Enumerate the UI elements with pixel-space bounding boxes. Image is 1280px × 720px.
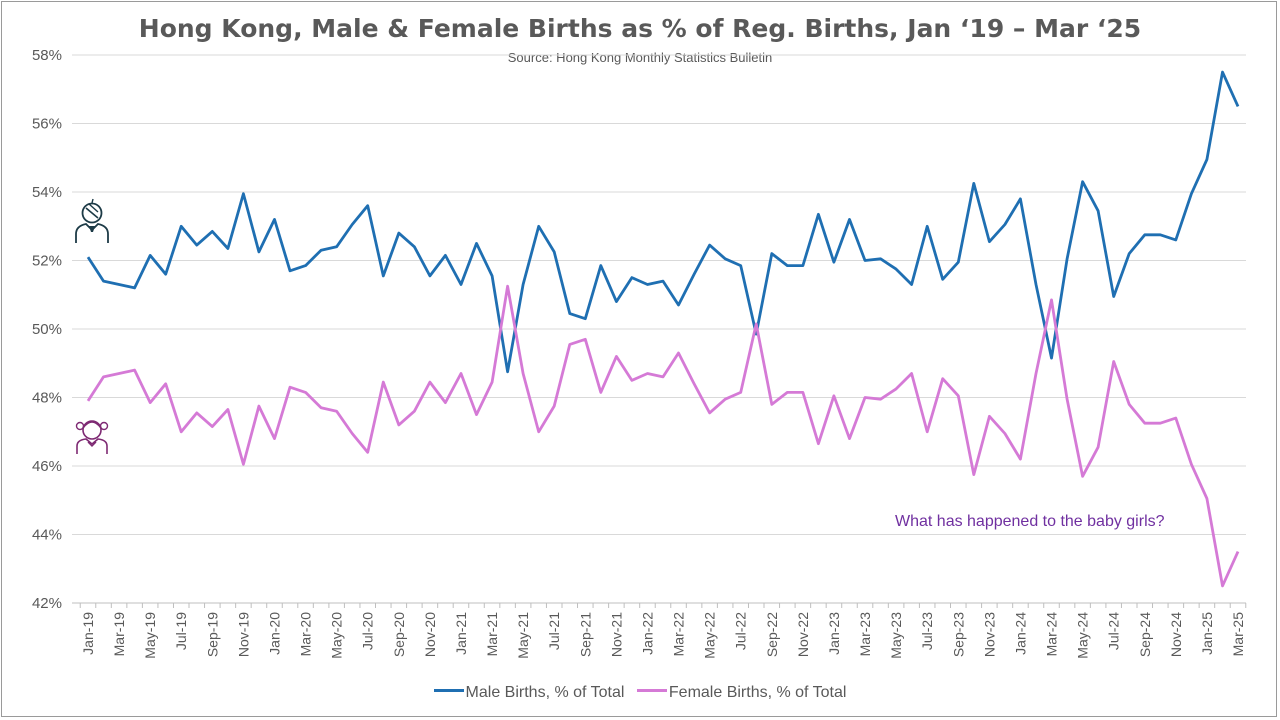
y-tick-label: 58% xyxy=(32,47,62,64)
x-tick-label: Sep-20 xyxy=(391,612,407,657)
legend-label-male: Male Births, % of Total xyxy=(465,684,625,701)
boy-face-icon xyxy=(75,198,109,243)
y-tick-label: 52% xyxy=(32,253,62,270)
x-tick-label: Nov-20 xyxy=(422,612,438,657)
x-tick-label: Mar-25 xyxy=(1230,612,1246,657)
x-tick-label: Sep-19 xyxy=(204,612,220,657)
x-tick-label: Mar-23 xyxy=(857,612,873,657)
y-tick-label: 48% xyxy=(32,390,62,407)
x-tick-label: Nov-19 xyxy=(235,612,251,657)
x-tick-label: Nov-23 xyxy=(981,612,997,657)
x-tick-label: Jul-22 xyxy=(733,612,749,650)
x-tick-label: Jan-23 xyxy=(826,612,842,655)
x-tick-label: Jan-24 xyxy=(1012,612,1028,655)
x-tick-label: Jan-20 xyxy=(266,612,282,655)
x-tick-label: Jul-20 xyxy=(360,612,376,650)
x-tick-label: Nov-21 xyxy=(608,612,624,657)
series-lines xyxy=(86,70,1240,588)
y-tick-label: 42% xyxy=(32,595,62,612)
male-births-line xyxy=(86,70,1240,374)
legend-item-male[interactable]: Male Births, % of Total xyxy=(433,684,625,702)
legend: Male Births, % of Total Female Births, %… xyxy=(0,684,1280,702)
x-tick-label: May-24 xyxy=(1075,612,1091,659)
y-tick-label: 44% xyxy=(32,527,62,544)
female-births-line xyxy=(86,284,1240,588)
axes: 42% 44% 46% 48% 50% 52% 54% 56% 58% Jan-19 Mar-19 M… xyxy=(32,47,1247,659)
x-tick-label: Jul-23 xyxy=(919,612,935,650)
y-tick-label: 46% xyxy=(32,458,62,475)
x-tick-label: Jan-25 xyxy=(1199,612,1215,655)
girl-face-icon xyxy=(75,420,109,454)
x-tick-label: Mar-20 xyxy=(298,612,314,657)
annotation-baby-girls: What has happened to the baby girls? xyxy=(895,513,1165,530)
x-tick-label: Jul-21 xyxy=(546,612,562,650)
x-tick-label: Nov-24 xyxy=(1168,612,1184,657)
x-tick-label: Sep-24 xyxy=(1137,612,1153,657)
chart-subtitle: Source: Hong Kong Monthly Statistics Bul… xyxy=(507,50,773,65)
x-tick-label: Nov-22 xyxy=(795,612,811,657)
chart-title: Hong Kong, Male & Female Births as % of … xyxy=(138,14,1142,43)
x-tick-label: Mar-19 xyxy=(111,612,127,657)
x-tick-label: Jan-19 xyxy=(80,612,96,655)
y-tick-label: 50% xyxy=(32,321,62,338)
legend-swatch-male xyxy=(433,689,464,693)
x-tick-label: Sep-23 xyxy=(950,612,966,657)
x-tick-label: Sep-21 xyxy=(577,612,593,657)
y-tick-label: 56% xyxy=(32,116,62,133)
x-tick-label: May-23 xyxy=(888,612,904,659)
legend-label-female: Female Births, % of Total xyxy=(668,684,847,701)
x-tick-label: Mar-24 xyxy=(1044,612,1060,657)
y-tick-label: 54% xyxy=(32,184,62,201)
x-tick-label: Mar-21 xyxy=(484,612,500,657)
x-tick-label: Jul-19 xyxy=(173,612,189,650)
x-tick-label: Mar-22 xyxy=(671,612,687,657)
x-tick-label: May-20 xyxy=(329,612,345,659)
legend-swatch-female xyxy=(636,689,667,693)
gridlines xyxy=(72,54,1246,535)
x-tick-label: Jan-22 xyxy=(639,612,655,655)
legend-item-female[interactable]: Female Births, % of Total xyxy=(636,684,847,702)
x-tick-label: May-21 xyxy=(515,612,531,659)
x-tick-label: May-19 xyxy=(142,612,158,659)
x-tick-label: Sep-22 xyxy=(764,612,780,657)
x-tick-label: Jul-24 xyxy=(1106,612,1122,650)
x-tick-label: Jan-21 xyxy=(453,612,469,655)
x-tick-label: May-22 xyxy=(702,612,718,659)
